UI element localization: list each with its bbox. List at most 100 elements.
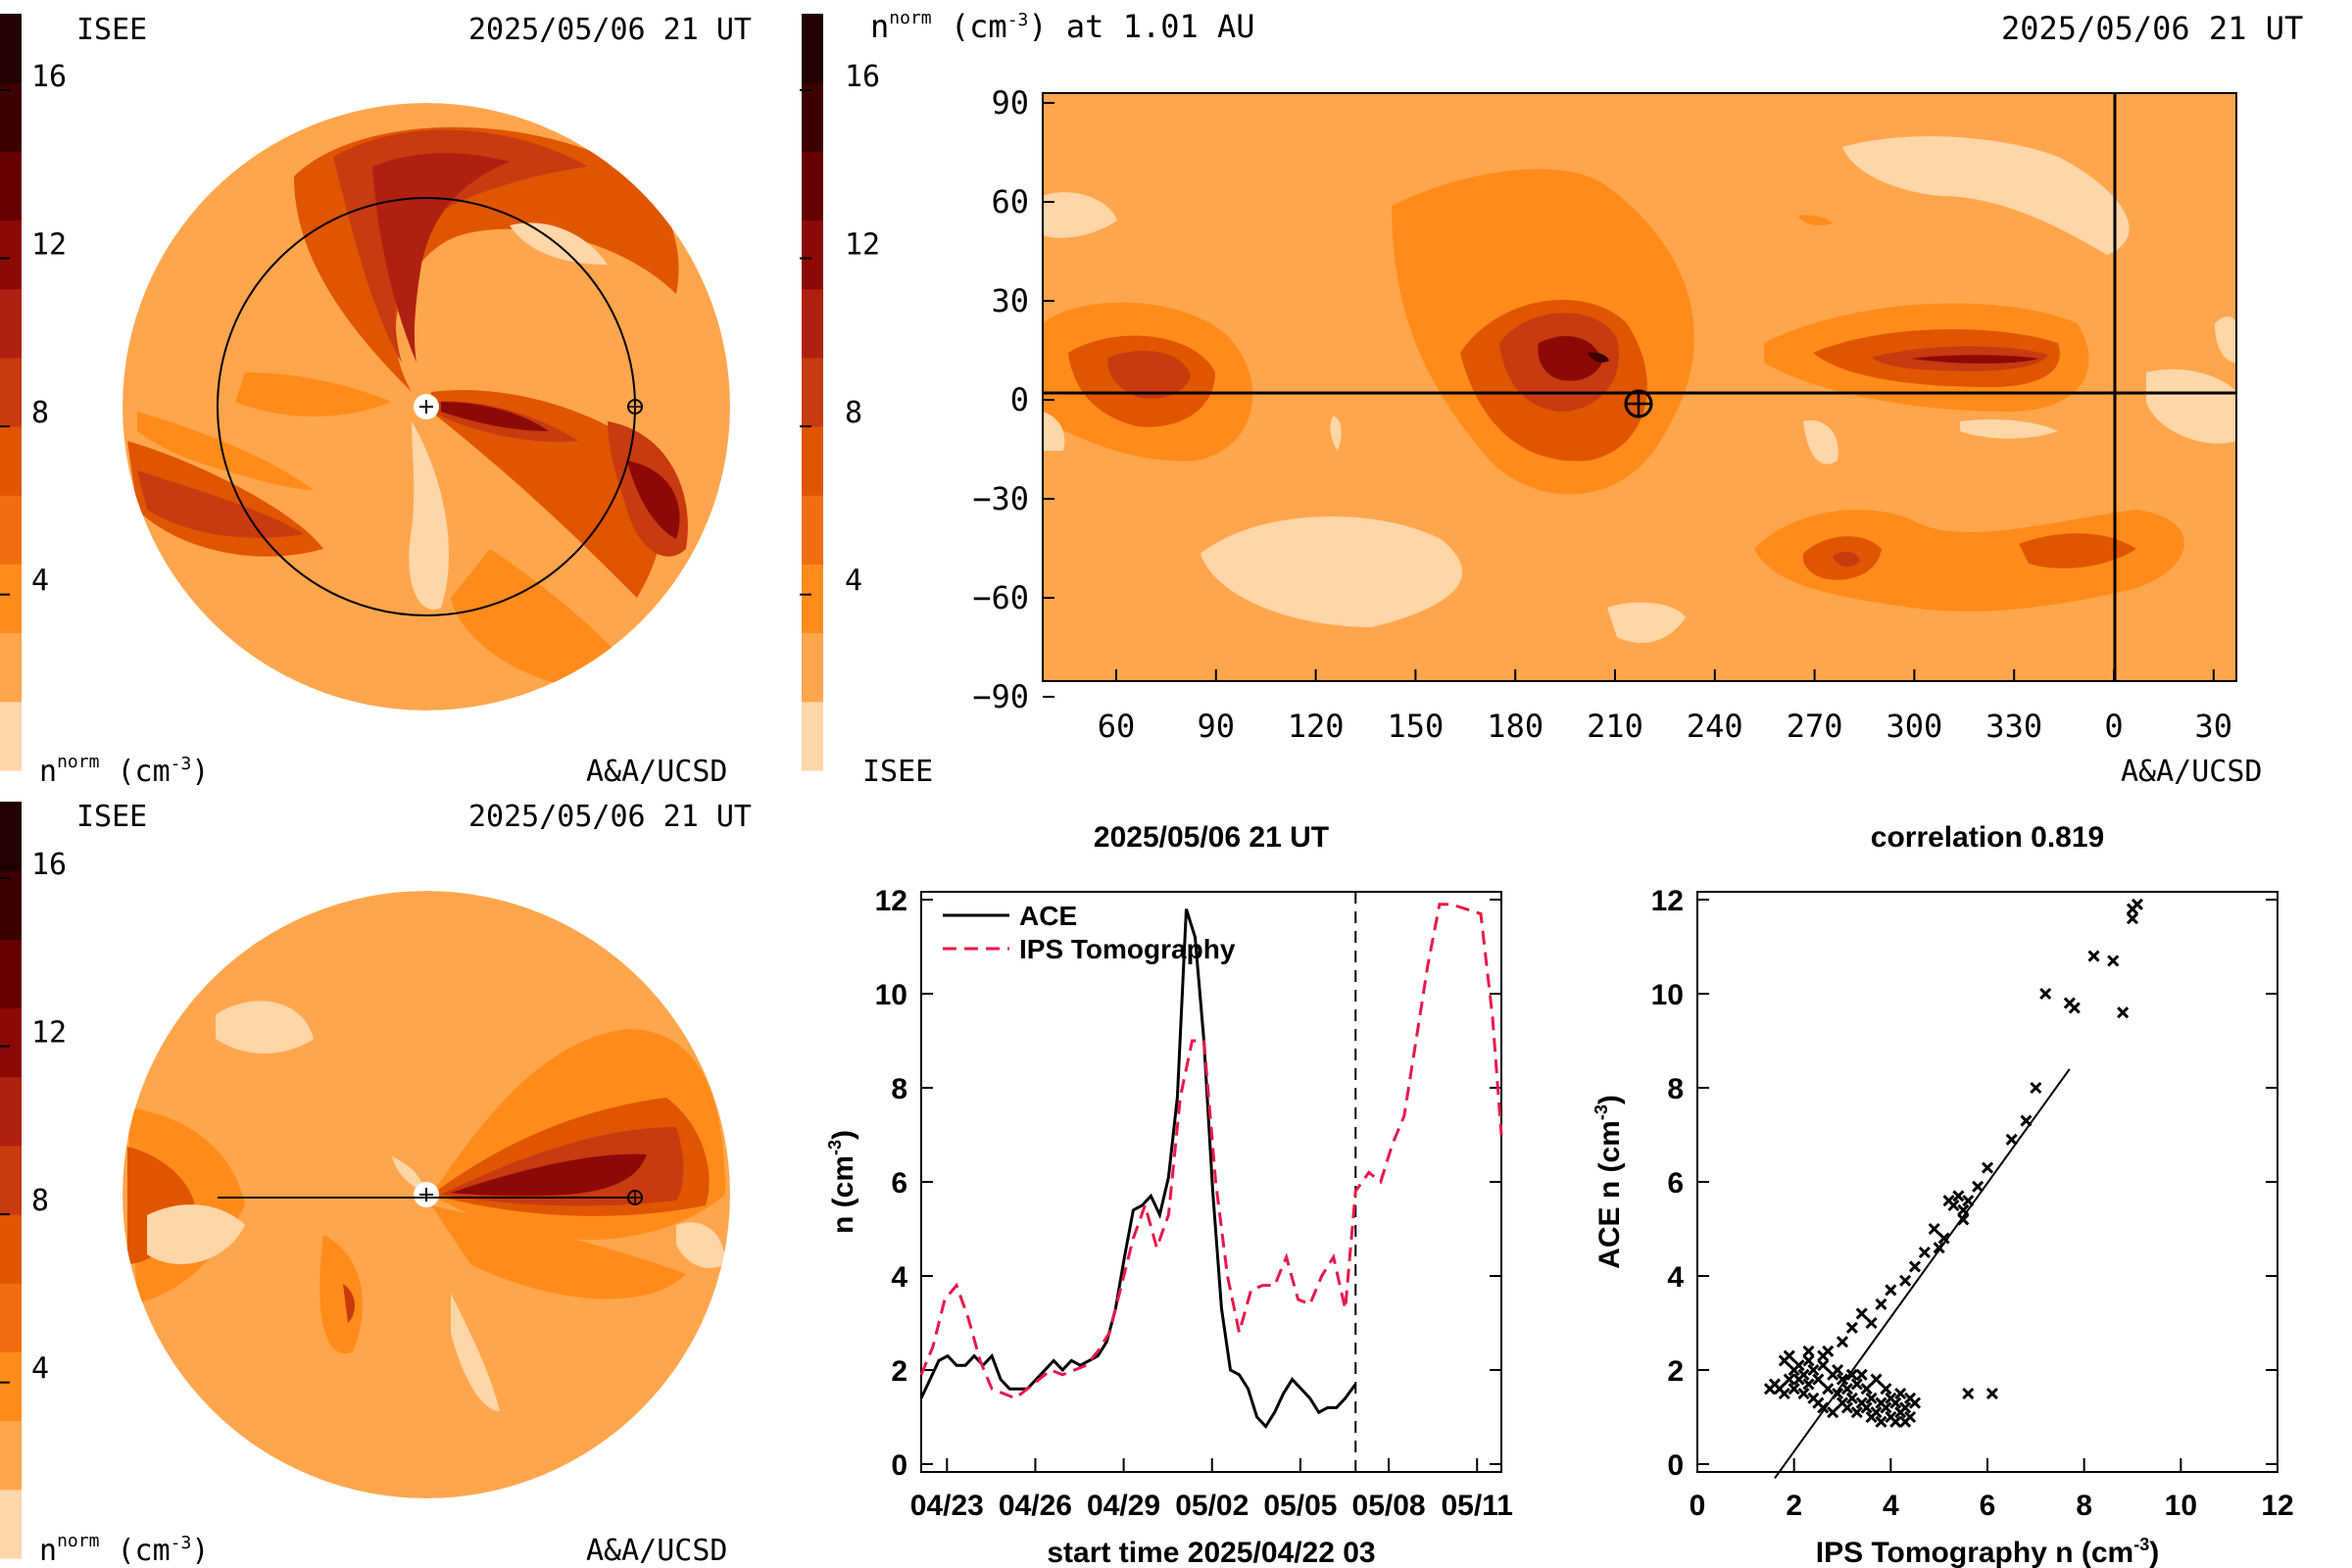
colorbar-tick-label: 8: [845, 396, 862, 430]
legend-label-ace: ACE: [1019, 901, 1077, 931]
sc-point: [1832, 1363, 1844, 1377]
sc-point: [2107, 955, 2120, 967]
ts-y-tick-label: 4: [891, 1261, 907, 1294]
ts-ylabel: n (cm-3): [825, 1130, 859, 1234]
map-y-tick-label: 30: [991, 282, 1029, 319]
map-credit: A&A/UCSD: [2121, 755, 2263, 789]
ts-x-tick-label: 05/08: [1352, 1490, 1426, 1522]
svg-text:nnorm (cm-3): nnorm (cm-3): [39, 1531, 209, 1568]
sc-x-tick-label: 0: [1690, 1490, 1706, 1522]
colorbar-segment: [0, 701, 22, 771]
ts-x-tick-label: 05/02: [1175, 1490, 1249, 1522]
sc-x-tick-label: 4: [1883, 1490, 1899, 1522]
map-left-label: ISEE: [862, 755, 933, 789]
sc-point: [1933, 1242, 1945, 1254]
colorbar-segment: [0, 82, 22, 152]
svg-text:nnorm (cm-3): nnorm (cm-3): [39, 752, 209, 789]
sc-y-tick-label: 0: [1667, 1449, 1684, 1482]
colorbar-segment: [0, 632, 22, 703]
earth-marker-top: [627, 399, 643, 415]
sc-point: [1957, 1203, 1970, 1216]
earth-marker-bottom: [627, 1190, 643, 1205]
sc-point: [1875, 1298, 1887, 1310]
colorbar-segment: [0, 870, 22, 940]
sc-point: [1957, 1213, 1970, 1226]
colorbar-top-left: 16 12 8 4: [0, 14, 67, 771]
sc-point: [1827, 1406, 1839, 1419]
equatorial-disk-top: [122, 103, 730, 710]
map-x-tick-label: 330: [1985, 708, 2042, 745]
sc-point: [1845, 1368, 1858, 1381]
sc-point: [1962, 1387, 1975, 1400]
sc-point: [1904, 1410, 1917, 1424]
colorbar-segment: [802, 82, 823, 152]
colorbar-segment: [0, 939, 22, 1009]
colorbar-segment: [0, 1420, 22, 1491]
sc-y-tick-label: 6: [1667, 1167, 1684, 1200]
sc-point: [1797, 1368, 1810, 1381]
sc-point: [1797, 1387, 1810, 1400]
map-x-tick-label: 120: [1288, 708, 1345, 745]
map-y-tick-label: −30: [972, 480, 1029, 517]
colorbar-segment: [0, 220, 22, 290]
svg-text:nnorm (cm-3) at 1.01 AU: nnorm (cm-3) at 1.01 AU: [870, 8, 1255, 45]
map-x-tick-label: 60: [1098, 708, 1136, 745]
sc-fit-line: [1774, 1068, 2071, 1479]
ts-y-tick-label: 12: [875, 885, 907, 917]
colorbar-tick-label: 8: [31, 1184, 49, 1218]
sc-point: [1865, 1392, 1878, 1404]
sc-point: [1865, 1316, 1878, 1330]
colorbar-segment: [802, 426, 823, 496]
colorbar-tick-label: 16: [31, 848, 67, 882]
colorbar-segment: [802, 564, 823, 634]
svg-text:n (cm-3): n (cm-3): [825, 1130, 859, 1234]
sc-ylabel: ACE n (cm-3): [1592, 1095, 1626, 1269]
sc-point: [1855, 1307, 1868, 1320]
ts-x-tick-label: 05/05: [1263, 1490, 1337, 1522]
eq-bottom-left-label: ISEE: [76, 800, 147, 834]
map-earth-marker: [1624, 389, 1653, 418]
ts-series-ips-tomography: [919, 903, 1503, 1400]
sc-point: [1985, 1387, 1998, 1400]
eq-bottom-credit: A&A/UCSD: [586, 1534, 728, 1568]
map-x-tick-label: 90: [1198, 708, 1236, 745]
colorbar-segment: [802, 357, 823, 427]
map-y-axis: 90 60 30 0 −30 −60 −90: [972, 84, 1054, 715]
colorbar-segment: [0, 1007, 22, 1078]
colorbar-tick-label: 4: [31, 1352, 49, 1387]
sc-point: [1952, 1190, 1965, 1202]
sc-point: [1937, 1232, 1950, 1245]
sc-point: [1840, 1401, 1853, 1414]
sc-point: [1802, 1345, 1815, 1357]
scatter-chart: correlation 0.819 0 2 4 6 8 10 12 0 2 4 6 8 10 12 IPS…: [1592, 821, 2294, 1568]
sc-point: [1836, 1373, 1849, 1386]
colorbar-tick-label: 8: [31, 396, 49, 430]
colorbar-segment: [0, 1283, 22, 1352]
colorbar-segment: [0, 1489, 22, 1559]
eq-top-left-label: ISEE: [76, 13, 147, 47]
sc-point: [1875, 1415, 1887, 1428]
colorbar-segment: [0, 1351, 22, 1422]
sc-point: [1947, 1199, 1960, 1212]
sc-y-tick-label: 12: [1651, 885, 1684, 917]
sc-point: [1802, 1378, 1815, 1391]
sc-point: [1783, 1349, 1795, 1362]
sc-point: [1908, 1396, 1922, 1409]
colorbar-segment: [0, 14, 22, 83]
sc-point: [1832, 1387, 1844, 1400]
ts-title: 2025/05/06 21 UT: [1094, 821, 1329, 854]
svg-text:IPS Tomography n (cm-3): IPS Tomography n (cm-3): [1816, 1535, 2160, 1568]
sc-point: [1972, 1180, 1984, 1193]
sc-point: [1807, 1363, 1820, 1377]
sc-point: [1918, 1246, 1931, 1259]
sc-y-tick-label: 2: [1667, 1355, 1684, 1388]
map-y-tick-label: 0: [1010, 381, 1029, 418]
sc-point: [1783, 1373, 1795, 1386]
synoptic-map: [1043, 93, 2236, 681]
map-y-tick-label: −60: [972, 579, 1029, 616]
sc-x-tick-label: 2: [1786, 1490, 1802, 1522]
sc-point: [1981, 1161, 1994, 1174]
sc-y-tick-label: 4: [1667, 1261, 1684, 1294]
ts-y-tick-label: 0: [891, 1449, 907, 1482]
colorbar-segment: [0, 426, 22, 496]
